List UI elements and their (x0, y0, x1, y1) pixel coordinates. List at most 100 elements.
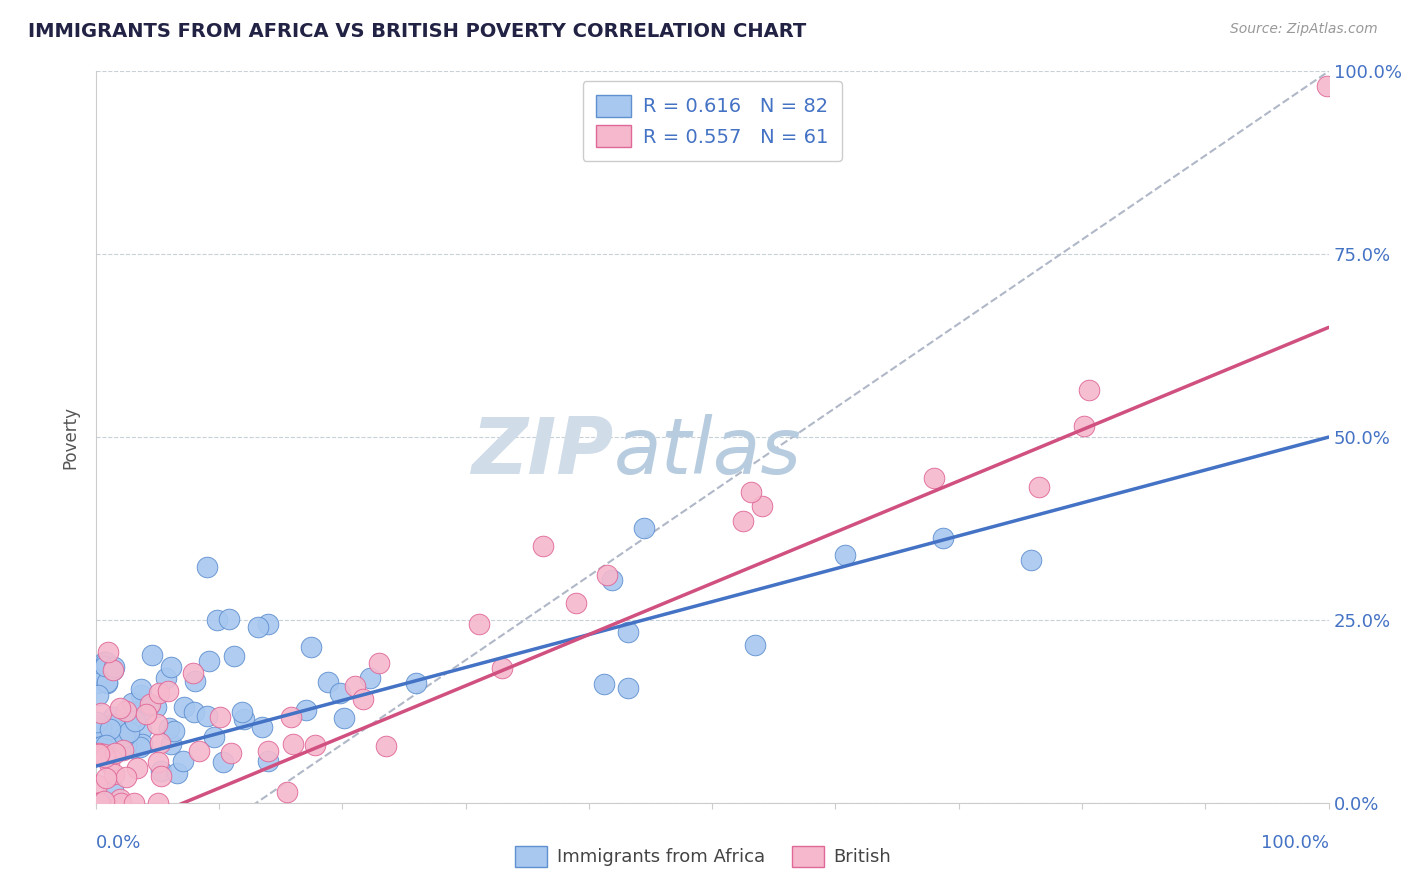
Point (91, 739, 114, 753)
Point (94, 750, 117, 764)
Point (94, 655, 117, 669)
Point (596, 568, 619, 582)
Point (233, 712, 256, 726)
Point (468, 617, 491, 632)
Point (108, 701, 131, 715)
Point (86, 796, 108, 810)
Point (87, 688, 110, 702)
Point (202, 730, 225, 744)
Point (138, 698, 160, 712)
Point (100, 722, 122, 736)
Point (112, 726, 135, 740)
Point (149, 769, 172, 783)
Point (922, 471, 945, 485)
Point (103, 767, 125, 781)
Point (94, 738, 117, 752)
Point (184, 673, 207, 688)
Point (565, 597, 588, 611)
Point (89, 796, 111, 810)
Point (257, 617, 280, 632)
Point (375, 739, 398, 753)
Point (744, 638, 766, 652)
Text: ZIP: ZIP (471, 414, 613, 490)
Point (207, 614, 229, 628)
Point (131, 737, 153, 751)
Point (352, 692, 374, 706)
Point (166, 766, 188, 780)
Point (633, 521, 655, 535)
Point (96, 674, 118, 689)
Point (86, 714, 108, 729)
Point (97, 645, 120, 659)
Point (115, 705, 138, 719)
Point (145, 700, 167, 714)
Point (90, 721, 112, 735)
Point (114, 770, 136, 784)
Point (219, 746, 242, 760)
Point (731, 514, 754, 528)
Point (740, 485, 762, 500)
Point (1073, 419, 1095, 434)
Point (299, 640, 322, 654)
Point (149, 764, 172, 778)
Point (86, 778, 108, 792)
Point (257, 743, 280, 757)
Point (359, 671, 381, 685)
Point (172, 754, 194, 768)
Point (195, 560, 218, 574)
Point (157, 721, 180, 735)
Point (135, 707, 157, 722)
Y-axis label: Poverty: Poverty (62, 406, 80, 468)
Point (141, 648, 163, 662)
Point (155, 671, 177, 685)
Legend: Immigrants from Africa, British: Immigrants from Africa, British (508, 838, 898, 874)
Point (103, 710, 125, 724)
Point (197, 708, 219, 723)
Point (110, 796, 132, 810)
Point (103, 716, 125, 731)
Point (491, 661, 513, 675)
Point (118, 724, 141, 739)
Point (131, 702, 153, 716)
Point (405, 675, 427, 690)
Point (222, 648, 245, 663)
Point (93, 794, 115, 808)
Point (122, 796, 145, 810)
Point (343, 680, 366, 694)
Point (751, 500, 773, 514)
Point (187, 744, 209, 758)
Point (101, 783, 124, 797)
Point (87, 731, 110, 745)
Point (101, 663, 124, 677)
Point (367, 657, 389, 671)
Point (129, 688, 152, 702)
Point (125, 761, 148, 775)
Point (107, 734, 129, 748)
Point (91, 719, 114, 733)
Point (129, 723, 152, 737)
Point (1077, 383, 1099, 397)
Point (103, 660, 125, 674)
Point (101, 663, 124, 677)
Point (600, 573, 623, 587)
Point (533, 539, 555, 553)
Point (96, 676, 118, 690)
Point (93, 747, 115, 762)
Point (333, 711, 356, 725)
Point (94, 796, 117, 810)
Point (93, 664, 115, 678)
Point (121, 696, 143, 710)
Point (231, 705, 253, 719)
Text: 0.0%: 0.0% (96, 834, 141, 852)
Point (183, 705, 205, 719)
Point (112, 743, 135, 757)
Text: IMMIGRANTS FROM AFRICA VS BRITISH POVERTY CORRELATION CHART: IMMIGRANTS FROM AFRICA VS BRITISH POVERT… (28, 22, 807, 41)
Point (1028, 480, 1050, 494)
Point (160, 737, 183, 751)
Point (121, 741, 143, 756)
Point (120, 713, 142, 727)
Point (97, 756, 120, 771)
Point (329, 686, 352, 700)
Point (592, 677, 614, 691)
Point (276, 785, 298, 799)
